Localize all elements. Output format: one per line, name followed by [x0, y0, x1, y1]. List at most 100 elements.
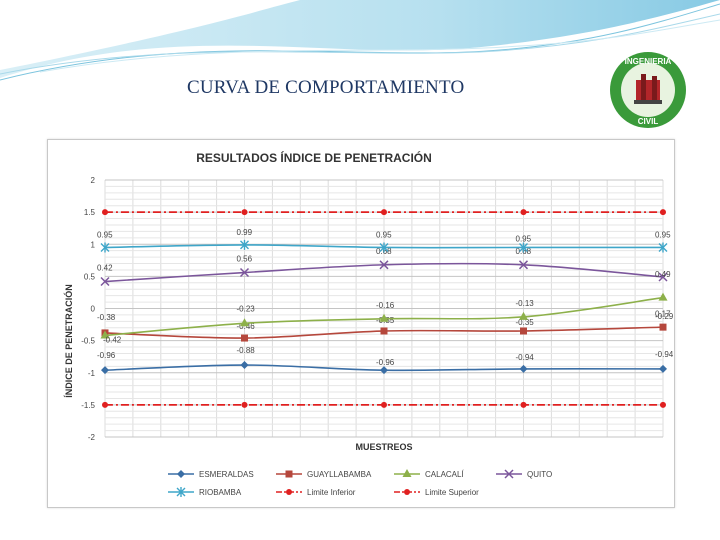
data-label: 0.49 — [655, 270, 671, 279]
y-tick-label: 1.5 — [84, 208, 96, 217]
legend-item: ESMERALDAS — [168, 470, 254, 479]
y-tick-label: -1 — [88, 369, 96, 378]
data-label: 0.95 — [376, 230, 392, 239]
y-tick-label: 2 — [91, 176, 96, 185]
legend-marker — [504, 469, 514, 479]
legend-item: RIOBAMBA — [168, 487, 242, 497]
data-label: 0.42 — [97, 264, 113, 273]
data-point — [381, 401, 387, 408]
data-label: -0.96 — [376, 358, 395, 367]
logo-text-top: INGENIERIA — [625, 57, 672, 66]
data-point — [240, 318, 249, 327]
data-label: 0.17 — [655, 310, 671, 319]
legend-marker — [177, 470, 185, 478]
data-point — [658, 292, 668, 301]
x-axis-label: MUESTREOS — [355, 442, 412, 452]
logo-emblem-column-2 — [652, 76, 657, 100]
series-calacal-: -0.42 -0.23 -0.16 -0.13 0.17 — [100, 292, 671, 344]
data-point — [519, 242, 528, 253]
data-point — [241, 334, 248, 342]
swoosh-line-2 — [0, 13, 720, 75]
data-point — [102, 401, 108, 408]
data-point — [241, 209, 248, 216]
series-esmeraldas: -0.96 -0.88 -0.96 -0.94 -0.94 — [97, 346, 674, 375]
series-layer: -0.96 -0.88 -0.96 -0.94 -0.94 -0.38 -0.46 -0.35… — [97, 209, 674, 408]
data-point — [658, 272, 668, 282]
data-label: -0.94 — [516, 353, 535, 362]
y-tick-label: -0.5 — [81, 337, 95, 346]
data-point — [102, 209, 108, 216]
legend-marker — [402, 469, 412, 477]
logo-emblem-column — [641, 74, 646, 100]
y-axis-label: ÍNDICE DE PENETRACIÓN — [63, 284, 74, 398]
data-label: -0.38 — [97, 313, 116, 322]
series-limite-superior — [102, 209, 666, 216]
data-point — [520, 209, 527, 216]
data-label: 0.95 — [97, 230, 113, 239]
data-point — [520, 401, 527, 408]
data-point — [100, 242, 110, 253]
data-label: -0.23 — [237, 304, 256, 313]
line-chart: RESULTADOS ÍNDICE DE PENETRACIÓN MUESTRE… — [63, 150, 674, 497]
data-point — [240, 361, 249, 370]
swoosh-band — [0, 0, 720, 78]
data-point — [381, 209, 387, 216]
data-point — [658, 242, 668, 253]
logo-text-bottom: CIVIL — [638, 117, 659, 126]
data-point — [239, 267, 250, 278]
data-label: -0.96 — [97, 351, 116, 360]
legend-item: GUAYLLABAMBA — [276, 470, 372, 479]
chart-title: RESULTADOS ÍNDICE DE PENETRACIÓN — [196, 150, 432, 165]
data-label: 0.56 — [237, 255, 253, 264]
data-label: -0.13 — [516, 299, 535, 308]
legend-label: GUAYLLABAMBA — [307, 470, 372, 479]
series-riobamba: 0.95 0.99 0.95 0.95 0.95 — [97, 228, 671, 253]
ingenieria-civil-logo: INGENIERIA CIVIL — [610, 52, 686, 128]
legend-label: RIOBAMBA — [199, 488, 242, 497]
legend-marker — [285, 470, 293, 478]
legend-label: CALACALÍ — [425, 470, 464, 479]
data-point — [519, 311, 528, 320]
legend-marker — [404, 489, 410, 495]
data-point — [379, 242, 389, 253]
y-tick-label: -1.5 — [81, 401, 95, 410]
legend-label: Limite Inferior — [307, 488, 356, 497]
data-point — [240, 239, 249, 250]
data-point — [380, 327, 388, 335]
y-tick-label: 0.5 — [84, 272, 96, 281]
legend-item: CALACALÍ — [394, 469, 464, 479]
y-tick-label: -2 — [88, 433, 96, 442]
legend-marker — [286, 489, 292, 495]
data-label: 0.95 — [655, 230, 671, 239]
data-label: -0.46 — [237, 322, 256, 331]
legend-item: QUITO — [496, 469, 552, 479]
legend-item: Limite Inferior — [276, 488, 356, 497]
series-limite-inferior — [102, 401, 666, 408]
data-label: -0.88 — [237, 346, 256, 355]
data-point — [241, 401, 248, 408]
data-point — [100, 276, 110, 287]
data-point — [380, 366, 388, 375]
data-point — [660, 209, 666, 216]
legend-label: QUITO — [527, 470, 552, 479]
data-label: -0.42 — [103, 335, 122, 344]
data-point — [518, 260, 529, 270]
data-label: -0.16 — [376, 301, 395, 310]
data-label: 0.99 — [237, 228, 253, 237]
data-point — [659, 323, 667, 331]
y-tick-label: 0 — [91, 305, 96, 314]
data-label: -0.35 — [516, 318, 535, 327]
y-tick-label: 1 — [91, 240, 96, 249]
data-point — [660, 401, 666, 408]
data-point — [379, 313, 389, 322]
chart-frame: RESULTADOS ÍNDICE DE PENETRACIÓN MUESTRE… — [47, 139, 675, 508]
data-label: 0.95 — [516, 234, 532, 243]
legend-item: Limite Superior — [394, 488, 479, 497]
y-axis-ticks: 2 1.5 1 0.5 0 -0.5 -1 -1.5 -2 — [81, 176, 95, 442]
data-point — [379, 260, 389, 270]
data-point — [659, 364, 667, 373]
data-point — [100, 330, 110, 339]
data-point — [101, 366, 109, 375]
legend: ESMERALDAS GUAYLLABAMBA CALACALÍ QUITO RIOBA… — [168, 469, 552, 497]
